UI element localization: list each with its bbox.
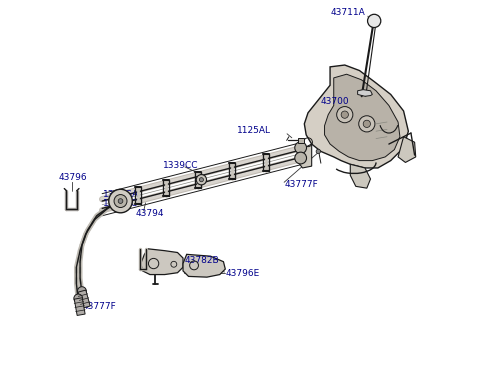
Circle shape: [295, 142, 307, 154]
Text: 43777F: 43777F: [83, 302, 117, 311]
Text: 43794: 43794: [135, 209, 164, 218]
Circle shape: [368, 14, 381, 28]
Polygon shape: [398, 137, 416, 162]
Circle shape: [118, 199, 123, 203]
Circle shape: [196, 175, 206, 185]
Text: 1327AC: 1327AC: [103, 199, 138, 208]
Circle shape: [336, 107, 353, 123]
Text: 1339CC: 1339CC: [163, 161, 198, 169]
Text: 43777F: 43777F: [285, 180, 319, 189]
Circle shape: [114, 194, 127, 207]
Polygon shape: [304, 65, 408, 168]
Text: 1125AL: 1125AL: [238, 125, 271, 135]
Circle shape: [77, 287, 86, 296]
Polygon shape: [78, 290, 90, 308]
Polygon shape: [350, 164, 371, 188]
Polygon shape: [183, 254, 225, 277]
Text: 43711A: 43711A: [330, 8, 365, 17]
Circle shape: [359, 116, 375, 132]
Polygon shape: [141, 249, 183, 275]
Text: 43782B: 43782B: [185, 256, 219, 265]
Circle shape: [74, 294, 83, 303]
Text: 1339GA: 1339GA: [103, 190, 139, 199]
Circle shape: [363, 120, 371, 127]
Circle shape: [341, 111, 348, 118]
Polygon shape: [74, 298, 85, 315]
Text: 43700: 43700: [321, 97, 349, 106]
Bar: [298, 138, 304, 143]
Circle shape: [295, 152, 307, 164]
Text: 43796: 43796: [59, 173, 87, 182]
Circle shape: [316, 149, 321, 154]
Polygon shape: [358, 90, 372, 96]
Polygon shape: [324, 74, 400, 161]
Text: 43796E: 43796E: [225, 269, 260, 278]
Polygon shape: [297, 144, 312, 168]
Circle shape: [109, 189, 132, 213]
Circle shape: [199, 177, 204, 182]
